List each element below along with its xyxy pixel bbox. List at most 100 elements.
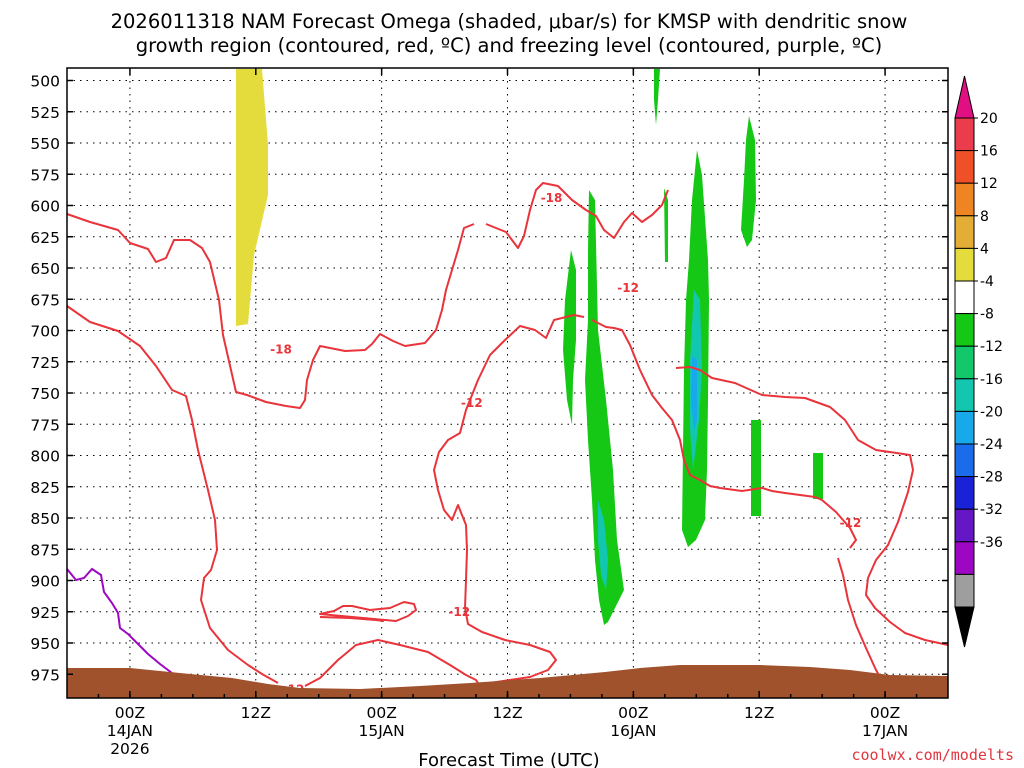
x-tick-date-label: 15JAN xyxy=(359,722,405,740)
omega-shading xyxy=(236,69,823,625)
dgz-contour-label: -12 xyxy=(617,281,639,295)
omega-region-green-upper-right xyxy=(741,116,756,247)
x-tick-date-label: 16JAN xyxy=(610,722,656,740)
x-axis-title: Forecast Time (UTC) xyxy=(418,750,599,768)
x-tick-date-label: 14JAN xyxy=(107,722,153,740)
x-tick-label: 12Z xyxy=(492,704,522,722)
colorbar-tick-label: 12 xyxy=(980,176,998,192)
y-tick-label: 775 xyxy=(30,416,60,434)
colorbar-swatch xyxy=(954,182,975,217)
y-tick-label: 525 xyxy=(30,104,60,122)
credit-text: coolwx.com/modelts xyxy=(851,746,1014,764)
x-tick-label: 00Z xyxy=(618,704,648,722)
colorbar-swatch xyxy=(954,443,975,478)
omega-region-green-main xyxy=(585,190,624,625)
x-tick-label: 12Z xyxy=(744,704,774,722)
omega-region-green-left xyxy=(563,250,576,425)
colorbar-tick-label: -20 xyxy=(980,404,1003,420)
colorbar-swatch xyxy=(954,280,975,315)
y-tick-label: 750 xyxy=(30,385,60,403)
colorbar-swatch xyxy=(954,150,975,184)
colorbar-tick-label: 4 xyxy=(980,241,989,257)
dgz-contour-label: -12 xyxy=(840,516,862,530)
y-tick-label: 925 xyxy=(30,604,60,622)
y-tick-label: 900 xyxy=(30,573,60,591)
omega-region-teal-main xyxy=(598,500,608,590)
colorbar-extend-min xyxy=(954,606,975,648)
colorbar-tick-label: -4 xyxy=(980,274,994,290)
chart-title-line-2: growth region (contoured, red, ºC) and f… xyxy=(136,34,883,57)
dgz-contour-label: -18 xyxy=(270,342,292,356)
omega-colorbar: 20 16 12 8 4 -4 -8 -12 -16 -20 -24 -28 -32 -36 xyxy=(954,75,1003,648)
colorbar-tick-label: -24 xyxy=(980,437,1003,453)
y-axis-labels: 500 525 550 575 600 625 650 675 700 725 750 775 800 8… xyxy=(30,73,60,685)
dgz-contour-minus18-right xyxy=(485,182,669,249)
dgz-contour-minus18-left xyxy=(66,213,475,409)
y-tick-label: 625 xyxy=(30,229,60,247)
omega-region-green-tiny xyxy=(664,188,668,262)
omega-region-green-box-1 xyxy=(751,420,761,516)
colorbar-tick-label: 8 xyxy=(980,209,989,225)
dgz-contour-label: -12 xyxy=(448,605,470,619)
y-tick-label: 875 xyxy=(30,541,60,559)
colorbar-tick-label: 20 xyxy=(980,111,998,127)
y-tick-label: 675 xyxy=(30,291,60,309)
colorbar-swatch xyxy=(954,247,975,282)
dgz-contour-label: -18 xyxy=(541,191,563,205)
y-tick-label: 500 xyxy=(30,73,60,91)
dgz-contour-minus12-farright xyxy=(837,557,885,685)
dgz-contour-minus12-main xyxy=(66,305,279,684)
colorbar-tick-label: -36 xyxy=(980,535,1003,551)
colorbar-swatch xyxy=(954,508,975,543)
omega-region-cyan-right xyxy=(691,356,697,430)
y-tick-label: 950 xyxy=(30,635,60,653)
omega-region-positive xyxy=(236,69,268,326)
dgz-contour-minus12-right xyxy=(591,319,857,549)
colorbar-swatch xyxy=(954,117,975,152)
dgz-contours xyxy=(66,182,949,687)
dgz-contour-minus12-inner xyxy=(304,314,585,687)
omega-region-green-thin xyxy=(654,69,660,125)
colorbar-tick-label: -12 xyxy=(980,339,1003,355)
freezing-level-contour xyxy=(66,567,173,674)
y-tick-label: 550 xyxy=(30,135,60,153)
plot-area: -18-18-12-12-12-12-12 xyxy=(66,67,949,699)
colorbar-tick-label: -32 xyxy=(980,502,1003,518)
colorbar-tick-label: -16 xyxy=(980,372,1003,388)
colorbar-swatch xyxy=(954,573,975,608)
x-tick-label: 12Z xyxy=(241,704,271,722)
y-tick-label: 575 xyxy=(30,166,60,184)
dgz-contour-label: -12 xyxy=(461,396,483,410)
colorbar-swatch xyxy=(954,345,975,380)
chart-title-line-1: 2026011318 NAM Forecast Omega (shaded, μ… xyxy=(111,10,908,33)
colorbar-swatch xyxy=(954,410,975,445)
colorbar-tick-label: -28 xyxy=(980,470,1003,486)
y-tick-label: 600 xyxy=(30,198,60,216)
dgz-contour-minus12-lens xyxy=(319,601,417,622)
dgz-contour-minus12-upperright xyxy=(675,366,949,646)
y-tick-label: 975 xyxy=(30,666,60,684)
omega-region-green-box-2 xyxy=(813,453,823,499)
colorbar-swatch xyxy=(954,476,975,510)
x-tick-label: 00Z xyxy=(366,704,396,722)
y-tick-label: 650 xyxy=(30,260,60,278)
colorbar-swatch xyxy=(954,541,975,575)
colorbar-swatch xyxy=(954,215,975,249)
x-tick-label: 00Z xyxy=(870,704,900,722)
y-tick-label: 700 xyxy=(30,323,60,341)
y-tick-label: 800 xyxy=(30,448,60,466)
terrain-surface xyxy=(67,665,948,698)
colorbar-tick-label: -8 xyxy=(980,307,994,323)
axis-ticks xyxy=(67,68,948,698)
x-tick-label: 00Z xyxy=(115,704,145,722)
y-tick-label: 850 xyxy=(30,510,60,528)
x-tick-date-label: 17JAN xyxy=(862,722,908,740)
x-tick-year-label: 2026 xyxy=(110,740,149,758)
colorbar-swatch xyxy=(954,378,975,412)
colorbar-swatch xyxy=(954,313,975,347)
y-tick-label: 825 xyxy=(30,479,60,497)
colorbar-tick-label: 16 xyxy=(980,144,998,160)
y-tick-label: 725 xyxy=(30,354,60,372)
